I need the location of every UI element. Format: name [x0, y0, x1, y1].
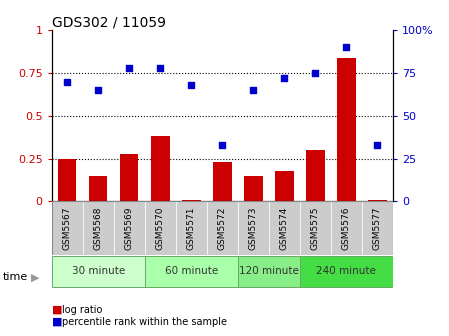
Text: 240 minute: 240 minute [317, 266, 376, 276]
Bar [306, 150, 325, 202]
Text: 30 minute: 30 minute [71, 266, 125, 276]
FancyBboxPatch shape [145, 256, 238, 287]
Bar [89, 176, 107, 202]
Text: ■: ■ [52, 317, 62, 327]
FancyBboxPatch shape [300, 256, 393, 287]
FancyBboxPatch shape [207, 202, 238, 255]
Point [157, 65, 164, 71]
Point [281, 76, 288, 81]
Text: ▶: ▶ [31, 272, 39, 282]
Bar [182, 200, 201, 202]
FancyBboxPatch shape [300, 202, 331, 255]
Text: percentile rank within the sample: percentile rank within the sample [62, 317, 227, 327]
FancyBboxPatch shape [176, 202, 207, 255]
FancyBboxPatch shape [52, 202, 83, 255]
Point [312, 70, 319, 76]
Bar [151, 136, 170, 202]
Bar [275, 171, 294, 202]
Text: GSM5572: GSM5572 [218, 206, 227, 250]
FancyBboxPatch shape [145, 202, 176, 255]
Text: time: time [2, 272, 27, 282]
Text: GSM5567: GSM5567 [63, 206, 72, 250]
Text: GSM5570: GSM5570 [156, 206, 165, 250]
FancyBboxPatch shape [238, 256, 300, 287]
Point [95, 87, 102, 93]
FancyBboxPatch shape [362, 202, 393, 255]
Text: GSM5568: GSM5568 [94, 206, 103, 250]
Point [343, 45, 350, 50]
Bar [337, 58, 356, 202]
FancyBboxPatch shape [83, 202, 114, 255]
FancyBboxPatch shape [114, 202, 145, 255]
Bar [58, 159, 76, 202]
Text: 60 minute: 60 minute [165, 266, 218, 276]
Text: GDS302 / 11059: GDS302 / 11059 [52, 15, 166, 29]
Point [374, 142, 381, 148]
Text: GSM5577: GSM5577 [373, 206, 382, 250]
Bar [213, 162, 232, 202]
Point [64, 79, 71, 84]
Point [126, 65, 133, 71]
Point [219, 142, 226, 148]
Point [250, 87, 257, 93]
Text: log ratio: log ratio [62, 305, 102, 315]
FancyBboxPatch shape [238, 202, 269, 255]
Text: GSM5575: GSM5575 [311, 206, 320, 250]
Text: GSM5574: GSM5574 [280, 206, 289, 250]
Text: GSM5571: GSM5571 [187, 206, 196, 250]
Text: GSM5573: GSM5573 [249, 206, 258, 250]
Point [188, 82, 195, 88]
Text: ■: ■ [52, 305, 62, 315]
Bar [120, 154, 138, 202]
FancyBboxPatch shape [269, 202, 300, 255]
Text: GSM5569: GSM5569 [125, 206, 134, 250]
Bar [368, 200, 387, 202]
Bar [244, 176, 263, 202]
Text: 120 minute: 120 minute [239, 266, 299, 276]
FancyBboxPatch shape [52, 256, 145, 287]
Text: GSM5576: GSM5576 [342, 206, 351, 250]
FancyBboxPatch shape [331, 202, 362, 255]
